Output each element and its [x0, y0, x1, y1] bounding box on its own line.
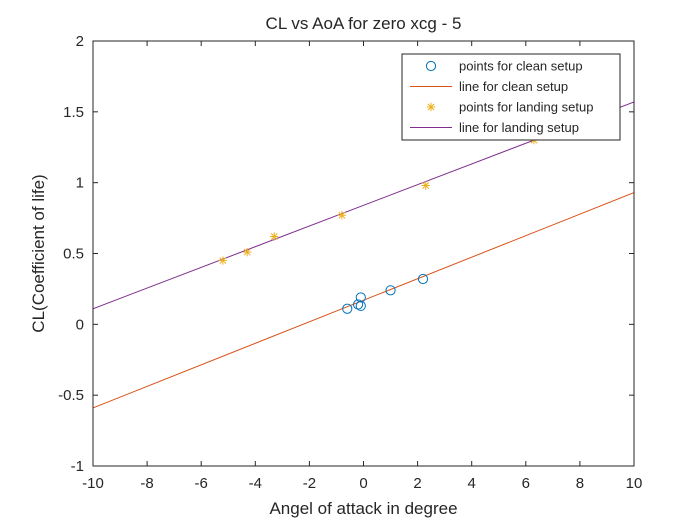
data-point	[355, 300, 366, 312]
data-point	[352, 299, 364, 310]
asterisk-stroke	[243, 248, 251, 256]
y-tick-label: 0	[76, 316, 84, 333]
legend-entry-label: points for clean setup	[459, 59, 583, 74]
data-point	[242, 247, 252, 257]
x-tick-label: -8	[140, 475, 153, 492]
x-axis-label: Angel of attack in degree	[269, 499, 457, 518]
x-tick-label: 4	[468, 475, 476, 492]
x-tick-label: -4	[249, 475, 262, 492]
data-point	[421, 181, 430, 190]
asterisk-stroke	[422, 182, 430, 189]
chart-title: CL vs AoA for zero xcg - 5	[266, 14, 462, 33]
x-tick-label: -2	[303, 475, 316, 492]
data-point	[417, 273, 429, 285]
data-point	[218, 256, 228, 265]
legend-entry-label: points for landing setup	[459, 100, 593, 115]
asterisk-stroke	[338, 211, 346, 219]
legend: points for clean setup line for clean set…	[401, 53, 621, 141]
x-tick-label: 6	[522, 475, 530, 492]
data-point	[270, 232, 279, 241]
line-for-clean-setup	[93, 192, 634, 409]
legend-box	[401, 53, 621, 141]
data-point	[385, 285, 396, 296]
legend-entry-label: line for landing setup	[459, 120, 579, 135]
legend-marker-sample	[426, 102, 436, 112]
data-point	[342, 303, 353, 314]
asterisk-stroke	[270, 233, 278, 240]
axes-layer: -10 -8 -6 -4 -2 0 2 4 6 8 10 -1 -0.5 0 0.5 1 1.5 2	[58, 33, 642, 492]
x-tick-label: -6	[195, 475, 208, 492]
x-tick-label: 10	[626, 475, 643, 492]
asterisk-stroke	[219, 257, 227, 265]
x-tick-label: -10	[82, 475, 104, 492]
y-tick-label: 2	[76, 33, 84, 50]
points-for-clean-setup	[342, 273, 429, 314]
x-tick-label: 8	[576, 475, 584, 492]
y-tick-label: 0.5	[63, 246, 84, 263]
asterisk-stroke	[427, 103, 435, 111]
x-tick-label: 2	[413, 475, 421, 492]
y-tick-label: -1	[71, 458, 84, 475]
legend-marker-sample	[425, 60, 437, 72]
x-tick-label: 0	[359, 475, 367, 492]
data-point	[337, 211, 347, 220]
y-axis-label: CL(Coefficient of life)	[29, 174, 48, 332]
y-tick-label: -0.5	[58, 387, 84, 404]
points-for-landing-setup	[218, 135, 539, 265]
y-tick-label: 1.5	[63, 104, 84, 121]
legend-entry-label: line for clean setup	[459, 79, 568, 94]
y-tick-label: 1	[76, 175, 84, 192]
data-point	[355, 292, 366, 303]
